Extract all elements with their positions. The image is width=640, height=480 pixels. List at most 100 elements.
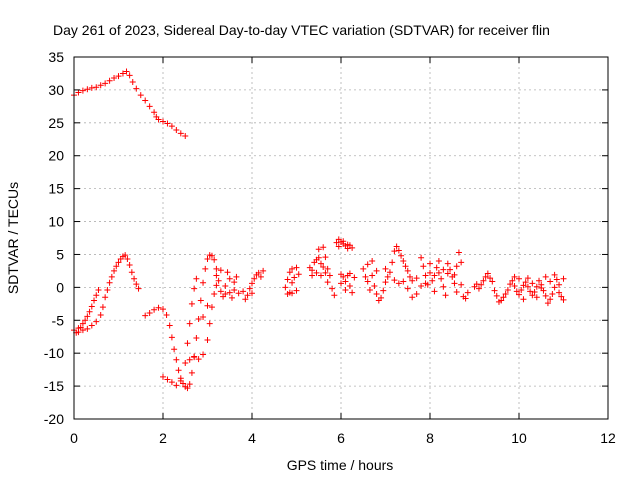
data-point — [371, 283, 378, 290]
y-tick-label: -5 — [52, 312, 65, 328]
data-point — [124, 256, 131, 263]
data-point — [122, 252, 129, 259]
data-point — [360, 265, 367, 272]
data-point — [326, 272, 333, 279]
data-point — [235, 290, 242, 297]
data-point — [182, 132, 189, 139]
data-point — [93, 292, 100, 299]
data-point — [413, 275, 420, 282]
data-point — [240, 288, 247, 295]
data-point — [409, 277, 416, 284]
data-point — [516, 275, 522, 282]
data-point — [440, 266, 447, 273]
data-point — [484, 270, 491, 277]
data-point — [451, 271, 458, 278]
data-point — [204, 302, 211, 309]
data-point — [186, 320, 193, 327]
x-axis-label: GPS time / hours — [287, 457, 394, 473]
data-point — [173, 382, 180, 389]
data-point — [146, 103, 153, 110]
data-point — [99, 304, 106, 311]
data-point — [435, 258, 442, 265]
data-point — [208, 304, 215, 311]
data-point — [313, 269, 320, 276]
data-point — [75, 325, 82, 332]
data-point — [257, 273, 264, 280]
data-point — [544, 300, 551, 307]
data-point — [93, 84, 100, 91]
data-point — [160, 118, 166, 125]
data-point — [451, 280, 458, 287]
data-point — [369, 258, 376, 265]
data-point — [391, 248, 398, 255]
data-point — [538, 285, 545, 292]
data-point — [188, 300, 195, 307]
data-point — [455, 249, 462, 256]
data-point — [373, 290, 380, 297]
data-point — [188, 369, 195, 376]
data-point — [133, 85, 140, 92]
data-point — [418, 283, 425, 290]
data-point — [193, 275, 200, 282]
data-point — [536, 277, 543, 284]
data-point — [382, 265, 389, 272]
data-point — [531, 288, 538, 295]
data-point — [315, 246, 322, 253]
data-point — [289, 290, 296, 297]
data-point — [195, 356, 202, 363]
data-point — [364, 278, 371, 285]
data-point — [475, 285, 482, 292]
data-point — [317, 260, 324, 267]
data-point — [175, 367, 182, 374]
data-point — [108, 273, 115, 280]
data-point — [462, 295, 469, 302]
data-point — [333, 239, 340, 246]
data-point — [206, 320, 213, 327]
data-point — [502, 290, 509, 297]
data-point — [395, 247, 402, 254]
data-point — [177, 377, 184, 384]
data-point — [155, 304, 162, 311]
data-point — [400, 258, 407, 265]
data-point — [522, 279, 529, 286]
data-point — [135, 285, 142, 292]
data-point — [558, 293, 565, 300]
data-point — [331, 292, 338, 299]
data-point — [115, 73, 122, 80]
data-point — [491, 287, 498, 294]
data-point — [431, 288, 438, 295]
y-tick-label: 10 — [48, 214, 64, 230]
data-point — [163, 312, 170, 319]
data-point — [84, 86, 91, 93]
x-tick-label: 2 — [159, 430, 167, 446]
data-point — [142, 312, 149, 319]
data-point — [487, 275, 494, 282]
data-point — [106, 77, 113, 84]
data-point — [520, 296, 527, 303]
data-point — [447, 266, 454, 273]
y-tick-label: 15 — [48, 181, 64, 197]
data-point — [498, 297, 505, 304]
data-point — [373, 267, 380, 274]
y-tick-labels: -20 -15 -10 -5 0 5 10 15 20 25 30 35 — [44, 49, 64, 427]
data-point — [309, 267, 316, 274]
data-point — [338, 280, 344, 287]
data-point — [542, 292, 549, 299]
data-point — [186, 381, 193, 388]
data-point — [453, 263, 460, 270]
data-point — [84, 313, 91, 320]
data-point — [480, 277, 487, 284]
data-point — [413, 290, 420, 297]
data-point — [126, 261, 133, 268]
data-point — [389, 259, 396, 266]
x-tick-label: 10 — [511, 430, 527, 446]
data-point — [520, 282, 527, 289]
x-tick-label: 6 — [337, 430, 345, 446]
data-point — [226, 275, 233, 282]
data-point — [151, 109, 158, 116]
data-point — [398, 252, 405, 259]
data-point — [464, 289, 471, 296]
data-point — [168, 379, 175, 386]
data-point — [111, 75, 118, 82]
